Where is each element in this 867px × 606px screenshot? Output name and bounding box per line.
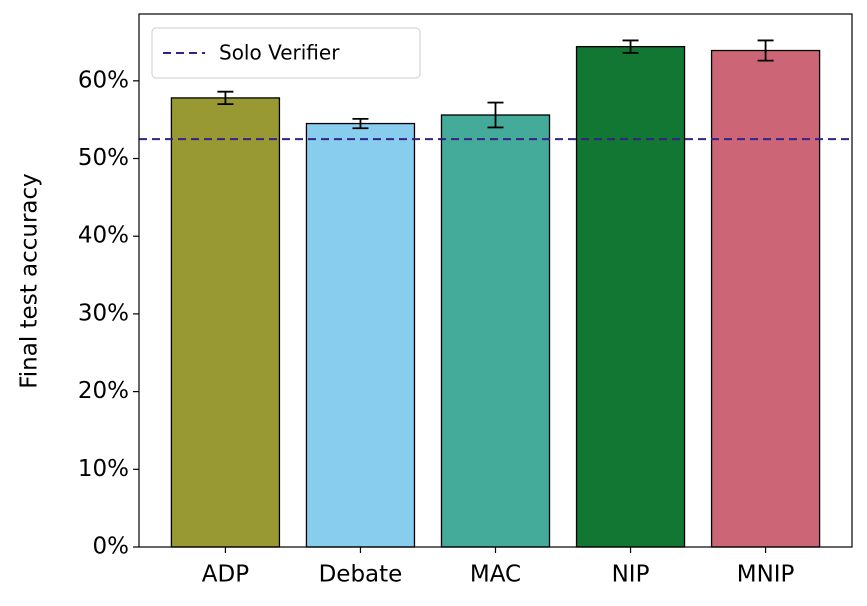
y-tick-label: 20% (78, 378, 129, 404)
error-bar (217, 90, 234, 106)
bar (575, 45, 686, 548)
x-tick-label: MNIP (737, 562, 795, 588)
error-bar (757, 39, 774, 62)
x-tick-label: ADP (202, 562, 249, 588)
x-tick-label: MAC (470, 562, 521, 588)
legend-label: Solo Verifier (219, 41, 340, 65)
y-tick-label: 50% (78, 145, 129, 171)
y-axis-label: Final test accuracy (17, 173, 43, 389)
bar (305, 122, 416, 548)
y-tick-label: 30% (78, 300, 129, 326)
plot-frame (138, 13, 853, 548)
x-tick-label: Debate (319, 562, 403, 588)
x-tick-label: NIP (612, 562, 650, 588)
y-tick-label: 0% (93, 534, 130, 560)
error-bar (352, 117, 369, 130)
error-bar (622, 39, 639, 54)
y-tick-label: 60% (78, 67, 129, 93)
bar (170, 97, 281, 548)
legend-box (151, 27, 421, 79)
y-tick-label: 10% (78, 456, 129, 482)
bar (710, 49, 821, 548)
y-tick-label: 40% (78, 223, 129, 249)
error-bar (487, 101, 504, 129)
bar (440, 114, 551, 548)
